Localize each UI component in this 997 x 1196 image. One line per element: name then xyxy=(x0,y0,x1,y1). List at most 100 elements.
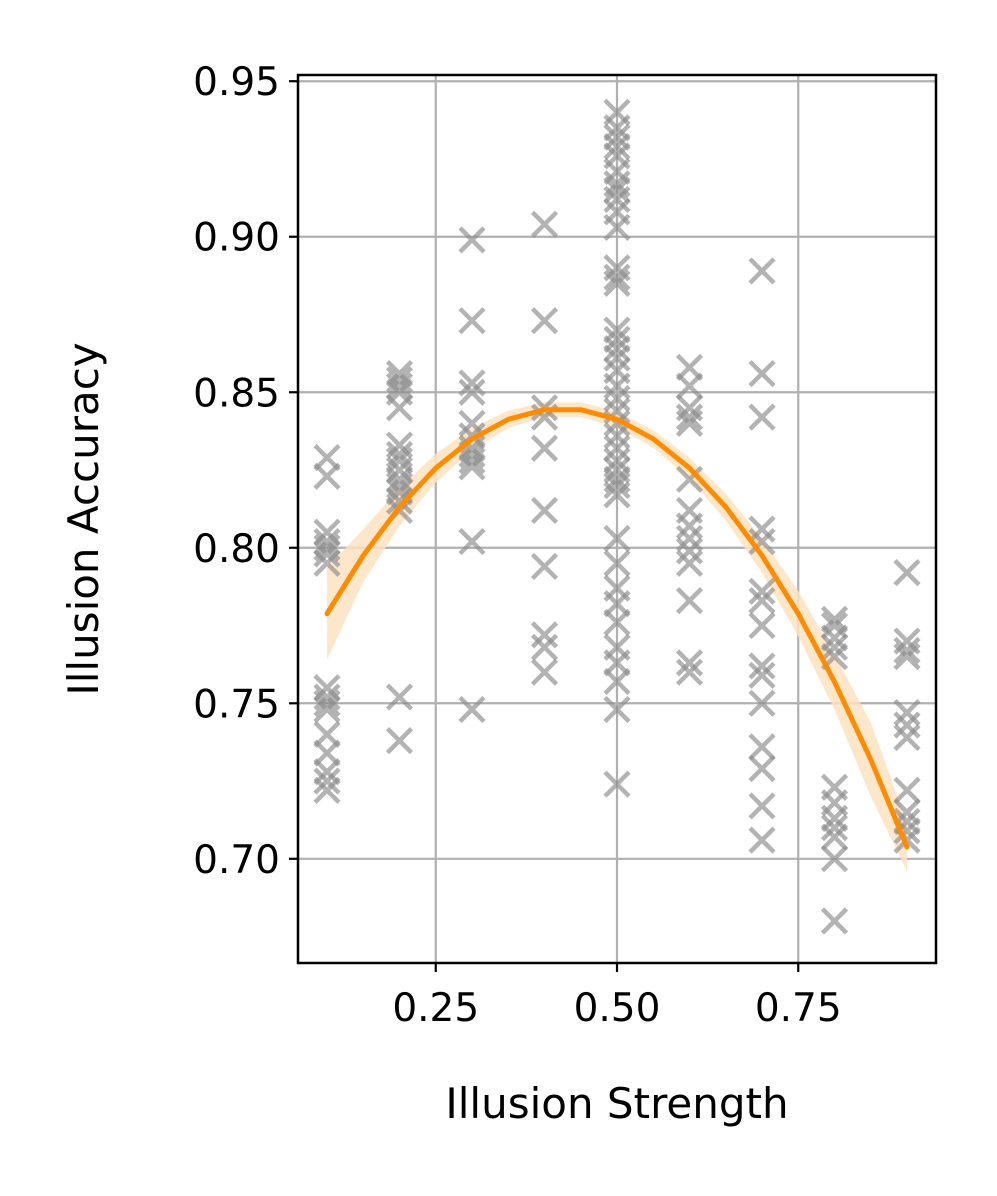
scatter-point xyxy=(748,360,776,388)
scatter-point xyxy=(530,552,559,581)
scatter-point xyxy=(458,307,486,335)
scatter-point xyxy=(603,434,631,462)
scatter-point xyxy=(313,540,341,568)
scatter-point xyxy=(675,537,704,565)
scatter-point xyxy=(530,210,559,238)
scatter-point xyxy=(748,587,776,615)
x-tick-label: 0.25 xyxy=(392,986,479,1031)
scatter-point xyxy=(748,577,776,605)
scatter-point xyxy=(603,770,631,798)
scatter-point xyxy=(675,409,704,437)
scatter-point xyxy=(820,633,849,661)
axis-ticks: 0.25 0.50 0.75 0.70 0.75 0.80 0.85 0.90 0.95 xyxy=(193,60,842,1031)
scatter-point xyxy=(530,633,559,661)
fit-curve xyxy=(324,407,910,850)
scatter-point xyxy=(675,658,704,686)
scatter-point xyxy=(530,658,559,686)
scatter-point xyxy=(603,335,631,363)
scatter-point xyxy=(313,683,341,711)
x-tick-label: 0.75 xyxy=(755,986,842,1031)
scatter-point xyxy=(675,512,704,540)
scatter-point xyxy=(675,465,704,493)
scatter-point xyxy=(458,527,486,556)
scatter-point xyxy=(748,826,776,854)
scatter-point xyxy=(458,378,486,406)
scatter-point xyxy=(675,549,704,577)
scatter-point xyxy=(603,481,631,509)
x-tick-label: 0.50 xyxy=(574,986,661,1031)
scatter-point xyxy=(313,549,341,577)
scatter-point xyxy=(313,527,341,556)
scatter-point xyxy=(748,792,776,820)
scatter-point xyxy=(385,394,414,422)
scatter-point xyxy=(530,434,559,462)
y-tick-label: 0.80 xyxy=(193,527,280,572)
scatter-point xyxy=(675,403,704,431)
scatter-point xyxy=(748,755,776,783)
scatter-point xyxy=(385,372,414,400)
scatter-point xyxy=(675,372,704,400)
scatter-point xyxy=(748,611,776,640)
scatter-point xyxy=(893,776,921,804)
scatter-point xyxy=(603,524,631,553)
scatter-point xyxy=(748,661,776,689)
scatter-point xyxy=(313,695,341,724)
scatter-point xyxy=(458,409,486,437)
scatter-point xyxy=(458,447,486,475)
scatter-point xyxy=(748,733,776,761)
scatter-point xyxy=(603,549,631,577)
scatter-point xyxy=(893,636,921,665)
scatter-point xyxy=(603,344,631,372)
y-axis-label: Illusion Accuracy xyxy=(59,342,108,695)
scatter-point xyxy=(458,369,486,397)
scatter-point xyxy=(748,515,776,543)
scatter-point xyxy=(458,226,486,254)
scatter-point xyxy=(603,213,631,241)
scatter-point xyxy=(603,471,631,500)
scatter-point xyxy=(893,723,921,752)
scatter-point xyxy=(820,823,849,851)
scatter-point xyxy=(313,462,341,490)
scatter-point xyxy=(893,699,921,727)
scatter-point xyxy=(313,767,341,795)
scatter-point xyxy=(530,496,559,525)
scatter-point xyxy=(820,845,849,873)
scatter-point xyxy=(603,185,631,214)
scatter-point xyxy=(385,465,414,493)
y-tick-label: 0.90 xyxy=(193,216,280,261)
scatter-point xyxy=(603,372,631,400)
scatter-point xyxy=(603,422,631,450)
scatter-point xyxy=(385,727,414,755)
scatter-point xyxy=(313,776,341,804)
scatter-point xyxy=(748,257,776,285)
y-tick-label: 0.75 xyxy=(193,682,280,727)
scatter-point xyxy=(893,643,921,671)
scatter-point xyxy=(603,132,631,161)
scatter-point xyxy=(748,689,776,717)
scatter-point xyxy=(458,453,486,481)
scatter-point xyxy=(385,683,414,711)
scatter-point xyxy=(530,307,559,335)
scatter-point xyxy=(530,621,559,649)
scatter-point xyxy=(893,559,921,587)
scatter-point xyxy=(748,527,776,556)
scatter-point xyxy=(820,611,849,640)
scatter-point xyxy=(385,366,414,394)
data-points-layer xyxy=(313,98,921,935)
scatter-point xyxy=(603,695,631,724)
scatter-point xyxy=(603,176,631,204)
y-tick-label: 0.85 xyxy=(193,371,280,416)
y-tick-label: 0.95 xyxy=(193,60,280,105)
scatter-point xyxy=(458,695,486,724)
scatter-point xyxy=(820,814,849,842)
scatter-point xyxy=(675,524,704,553)
scatter-point xyxy=(675,649,704,677)
scatter-point xyxy=(313,689,341,717)
scatter-point xyxy=(603,384,631,413)
x-axis-label: Illusion Strength xyxy=(445,1079,788,1128)
scatter-point xyxy=(385,487,414,515)
scatter-point xyxy=(603,667,631,696)
scatter-point xyxy=(820,907,849,935)
scatter-point xyxy=(748,652,776,680)
